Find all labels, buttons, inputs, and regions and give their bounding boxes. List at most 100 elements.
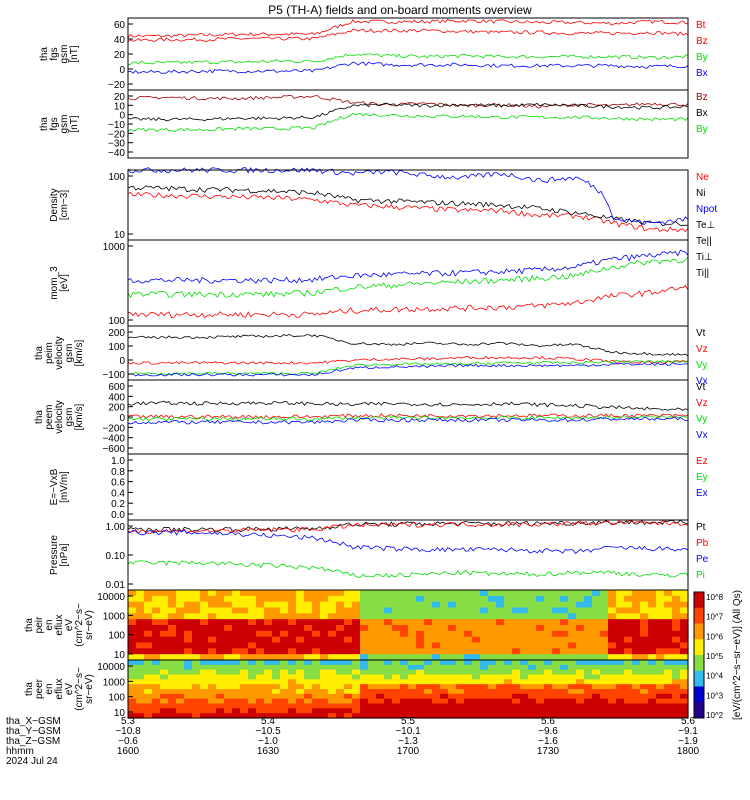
heatmap-cell [560, 648, 569, 655]
heatmap-cell [208, 660, 217, 666]
heatmap-cell [136, 674, 145, 680]
heatmap-cell [424, 619, 433, 626]
heatmap-cell [648, 660, 657, 666]
heatmap-cell [368, 684, 377, 690]
heatmap-cell [360, 689, 369, 695]
heatmap-cell [384, 601, 393, 609]
heatmap-cell [176, 590, 185, 597]
heatmap-cell [552, 625, 561, 632]
heatmap-cell [152, 708, 161, 714]
heatmap-cell [312, 713, 321, 719]
heatmap-cell [312, 642, 321, 649]
heatmap-cell [144, 703, 153, 709]
heatmap-cell [488, 625, 497, 632]
heatmap-cell [632, 590, 641, 597]
heatmap-cell [456, 664, 465, 671]
heatmap-cell [288, 684, 297, 690]
legend-Bt: Bt [696, 20, 706, 31]
heatmap-cell [632, 613, 641, 620]
heatmap-cell [176, 654, 185, 661]
heatmap-cell [224, 595, 233, 603]
heatmap-cell [488, 679, 497, 685]
heatmap-cell [616, 619, 625, 626]
heatmap-cell [568, 674, 577, 680]
heatmap-cell [576, 636, 585, 644]
heatmap-cell [280, 703, 289, 709]
series-Te|| [127, 284, 689, 319]
heatmap-cell [184, 607, 193, 614]
heatmap-cell [400, 619, 409, 626]
heatmap-cell [256, 642, 265, 649]
heatmap-cell [504, 642, 513, 649]
heatmap-cell [520, 595, 529, 603]
heatmap-cell [584, 679, 593, 685]
heatmap-cell [512, 679, 521, 685]
heatmap-cell [256, 619, 265, 626]
heatmap-cell [272, 595, 281, 603]
heatmap-cell [376, 684, 385, 690]
heatmap-cell [672, 607, 681, 614]
heatmap-cell [408, 636, 417, 644]
heatmap-cell [664, 607, 673, 614]
heatmap-cell [432, 703, 441, 709]
heatmap-cell [416, 679, 425, 685]
heatmap-cell [488, 613, 497, 620]
heatmap-cell [272, 703, 281, 709]
heatmap-cell [320, 669, 329, 676]
heatmap-cell [432, 630, 441, 638]
heatmap-cell [576, 684, 585, 690]
heatmap-cell [496, 703, 505, 709]
heatmap-cell [680, 654, 689, 661]
heatmap-cell [536, 642, 545, 649]
heatmap-cell [616, 642, 625, 649]
heatmap-cell [400, 679, 409, 685]
heatmap-cell [616, 648, 625, 655]
heatmap-cell [440, 625, 449, 632]
heatmap-cell [288, 619, 297, 626]
heatmap-cell [440, 642, 449, 649]
heatmap-cell [672, 669, 681, 676]
heatmap-cell [416, 674, 425, 680]
heatmap-cell [496, 595, 505, 603]
y-tick-label: 100 [108, 631, 125, 642]
heatmap-cell [552, 703, 561, 709]
heatmap-cell [352, 698, 361, 705]
heatmap-cell [456, 674, 465, 680]
colorbar-frame [693, 591, 705, 719]
heatmap-cell [312, 669, 321, 676]
heatmap-cell [184, 625, 193, 632]
heatmap-cell [384, 703, 393, 709]
y-axis-label: [km/s] [74, 403, 85, 430]
y-tick-label: 10 [114, 650, 126, 661]
heatmap-cell [144, 674, 153, 680]
heatmap-cell [152, 684, 161, 690]
heatmap-cell [280, 630, 289, 638]
heatmap-cell [616, 669, 625, 676]
heatmap-cell [288, 674, 297, 680]
heatmap-cell [664, 660, 673, 666]
heatmap-cell [400, 689, 409, 695]
heatmap-cell [312, 625, 321, 632]
heatmap-cell [224, 601, 233, 609]
heatmap-cell [512, 613, 521, 620]
heatmap-cell [600, 664, 609, 671]
heatmap-cell [176, 613, 185, 620]
heatmap-cell [672, 613, 681, 620]
heatmap-cell [656, 625, 665, 632]
heatmap-cell [664, 625, 673, 632]
heatmap-cell [168, 698, 177, 705]
heatmap-cell [192, 601, 201, 609]
heatmap-cell [536, 595, 545, 603]
heatmap-cell [128, 654, 137, 661]
heatmap-cell [200, 613, 209, 620]
heatmap-cell [448, 713, 457, 719]
heatmap-cell [408, 648, 417, 655]
heatmap-cell [288, 642, 297, 649]
heatmap-cell [176, 595, 185, 603]
heatmap-cell [400, 642, 409, 649]
y-tick-label: 40 [114, 35, 126, 46]
heatmap-cell [352, 601, 361, 609]
legend-Bz: Bz [696, 92, 708, 103]
heatmap-cell [400, 669, 409, 676]
